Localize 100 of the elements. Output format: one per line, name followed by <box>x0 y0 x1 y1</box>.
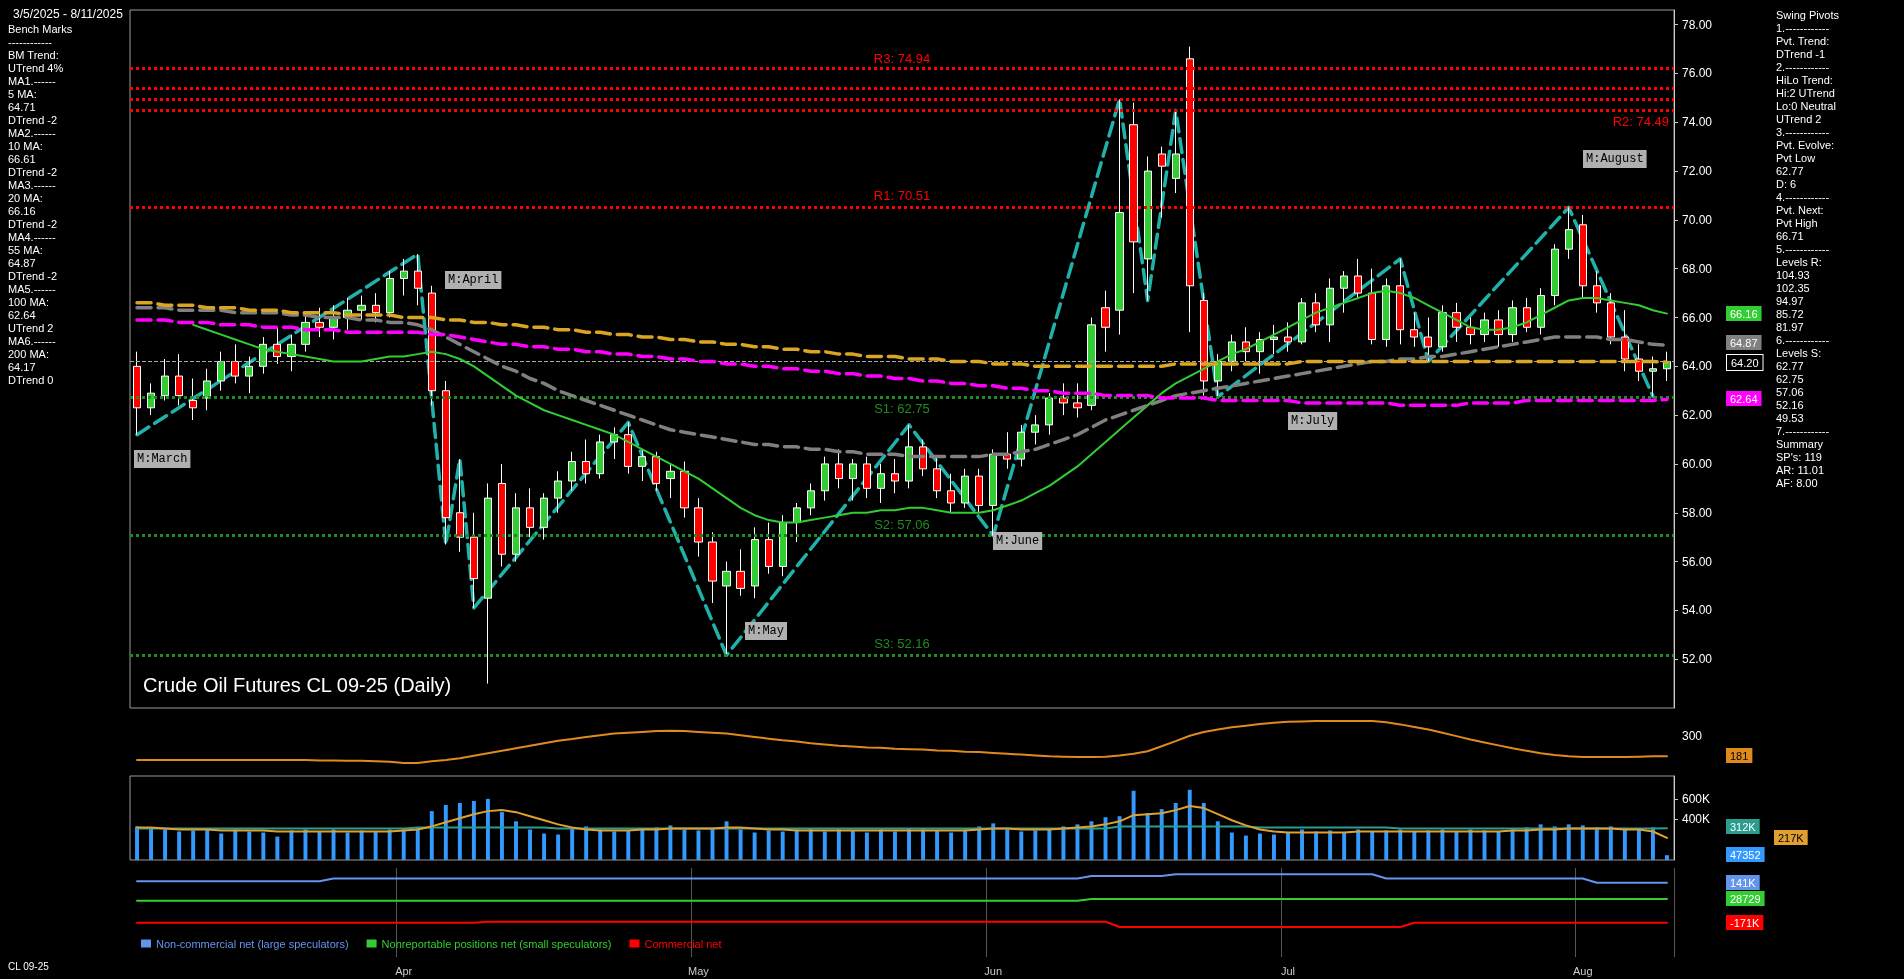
bar <box>1370 831 1375 860</box>
candlestick <box>610 426 618 460</box>
candlestick <box>133 351 141 436</box>
bar <box>1215 821 1220 860</box>
candlestick <box>442 380 450 545</box>
candlestick <box>1200 292 1208 397</box>
text: Bench Marks ------------ BM Trend: UTrend 4% MA1.------ 5 MA: 64.71 DTrend -2 MA2.------ 10 MA: 66.61 DTrend -2 MA3.------ 20 MA: 66.16 DTrend -2 MA4.------ 55 MA: 64.87 DTrend -2 MA5.------ 100 MA: 62.64 UTrend 2 MA6.------ 200 MA: 64.17 DTrend 0 <box>8 22 73 386</box>
bar <box>289 830 294 860</box>
bar <box>1636 828 1641 860</box>
bar <box>584 826 589 860</box>
bar <box>1131 790 1136 860</box>
candlestick <box>470 512 478 609</box>
candlestick <box>1354 258 1362 299</box>
candlestick <box>1368 268 1376 345</box>
candlestick <box>933 456 941 499</box>
candlestick <box>1031 414 1039 445</box>
candlestick <box>1059 382 1068 416</box>
bar <box>345 832 350 860</box>
bar <box>949 832 954 860</box>
annotation: M:August <box>1586 152 1644 166</box>
text: CL 09-25 <box>8 960 50 972</box>
candlestick <box>414 253 422 306</box>
candlestick <box>666 463 675 499</box>
text: -171K <box>1730 916 1761 929</box>
bar <box>921 829 926 860</box>
bar <box>1075 824 1080 860</box>
bar <box>1552 826 1557 860</box>
candlestick <box>1480 312 1489 343</box>
text: 64.20 <box>1731 356 1759 369</box>
candlestick <box>1214 353 1222 398</box>
candlestick <box>582 439 590 484</box>
legend-label: Non-commercial net (large speculators) <box>156 937 349 950</box>
ref-line-label: S2: 57.06 <box>874 516 930 532</box>
ref-line-label: R1: 70.51 <box>873 188 931 204</box>
candlestick <box>652 451 660 492</box>
candlestick <box>259 336 267 375</box>
bar <box>822 831 827 860</box>
bar <box>808 828 813 860</box>
legend-label: Nonreportable positions net (small speculators) <box>381 937 612 950</box>
candlestick <box>175 353 183 406</box>
bar <box>219 833 224 860</box>
bar <box>780 831 785 860</box>
y-tick-label: 70.00 <box>1682 212 1713 227</box>
y-tick-label: 68.00 <box>1682 261 1713 276</box>
text: 181 <box>1730 749 1749 762</box>
candlestick <box>1284 321 1292 353</box>
candlestick <box>807 482 815 516</box>
candlestick <box>849 458 857 502</box>
bar <box>359 830 364 860</box>
x-tick-label: Jul <box>1280 964 1296 977</box>
candlestick <box>694 497 703 558</box>
bar <box>1061 826 1066 860</box>
candlestick <box>751 526 759 599</box>
candlestick <box>540 492 548 541</box>
bar <box>1229 832 1234 860</box>
candlestick <box>708 531 717 604</box>
bar <box>1019 831 1024 860</box>
candlestick <box>1424 317 1432 362</box>
candlestick <box>456 458 464 553</box>
bar <box>1426 830 1431 860</box>
candlestick <box>484 482 492 685</box>
candlestick <box>357 295 366 321</box>
bar <box>387 829 392 860</box>
bar <box>275 836 280 860</box>
bar <box>205 828 210 860</box>
candlestick <box>231 343 239 384</box>
candlestick <box>1073 382 1082 419</box>
candlestick <box>1551 243 1559 306</box>
bar <box>1356 829 1361 860</box>
candlestick <box>512 492 520 563</box>
y-tick-label: 600K <box>1682 791 1711 806</box>
bar <box>1622 829 1627 860</box>
bar <box>1117 816 1122 860</box>
line-series <box>136 805 1668 839</box>
x-tick-label: Apr <box>395 964 413 977</box>
bar <box>1005 829 1010 860</box>
bar <box>1412 831 1417 860</box>
candlestick <box>315 307 324 338</box>
candlestick <box>1087 317 1096 411</box>
bar <box>724 821 729 860</box>
text: 300 <box>1682 729 1703 743</box>
bar <box>1243 835 1248 860</box>
bar <box>415 827 420 860</box>
bar <box>570 828 575 860</box>
bar <box>514 821 518 860</box>
text: 62.64 <box>1730 392 1758 405</box>
candlestick <box>736 548 745 597</box>
bar <box>1047 829 1052 860</box>
bar <box>1665 855 1669 860</box>
bar <box>1566 824 1571 860</box>
text: 141K <box>1730 876 1757 889</box>
bar <box>429 811 434 860</box>
legend-label: Commercial net <box>644 937 722 950</box>
bar <box>1159 809 1164 860</box>
candlestick <box>919 439 927 477</box>
candlestick <box>1228 334 1236 372</box>
candlestick <box>877 463 885 504</box>
bar <box>163 829 168 860</box>
bar <box>893 831 897 860</box>
candlestick <box>1396 258 1404 345</box>
